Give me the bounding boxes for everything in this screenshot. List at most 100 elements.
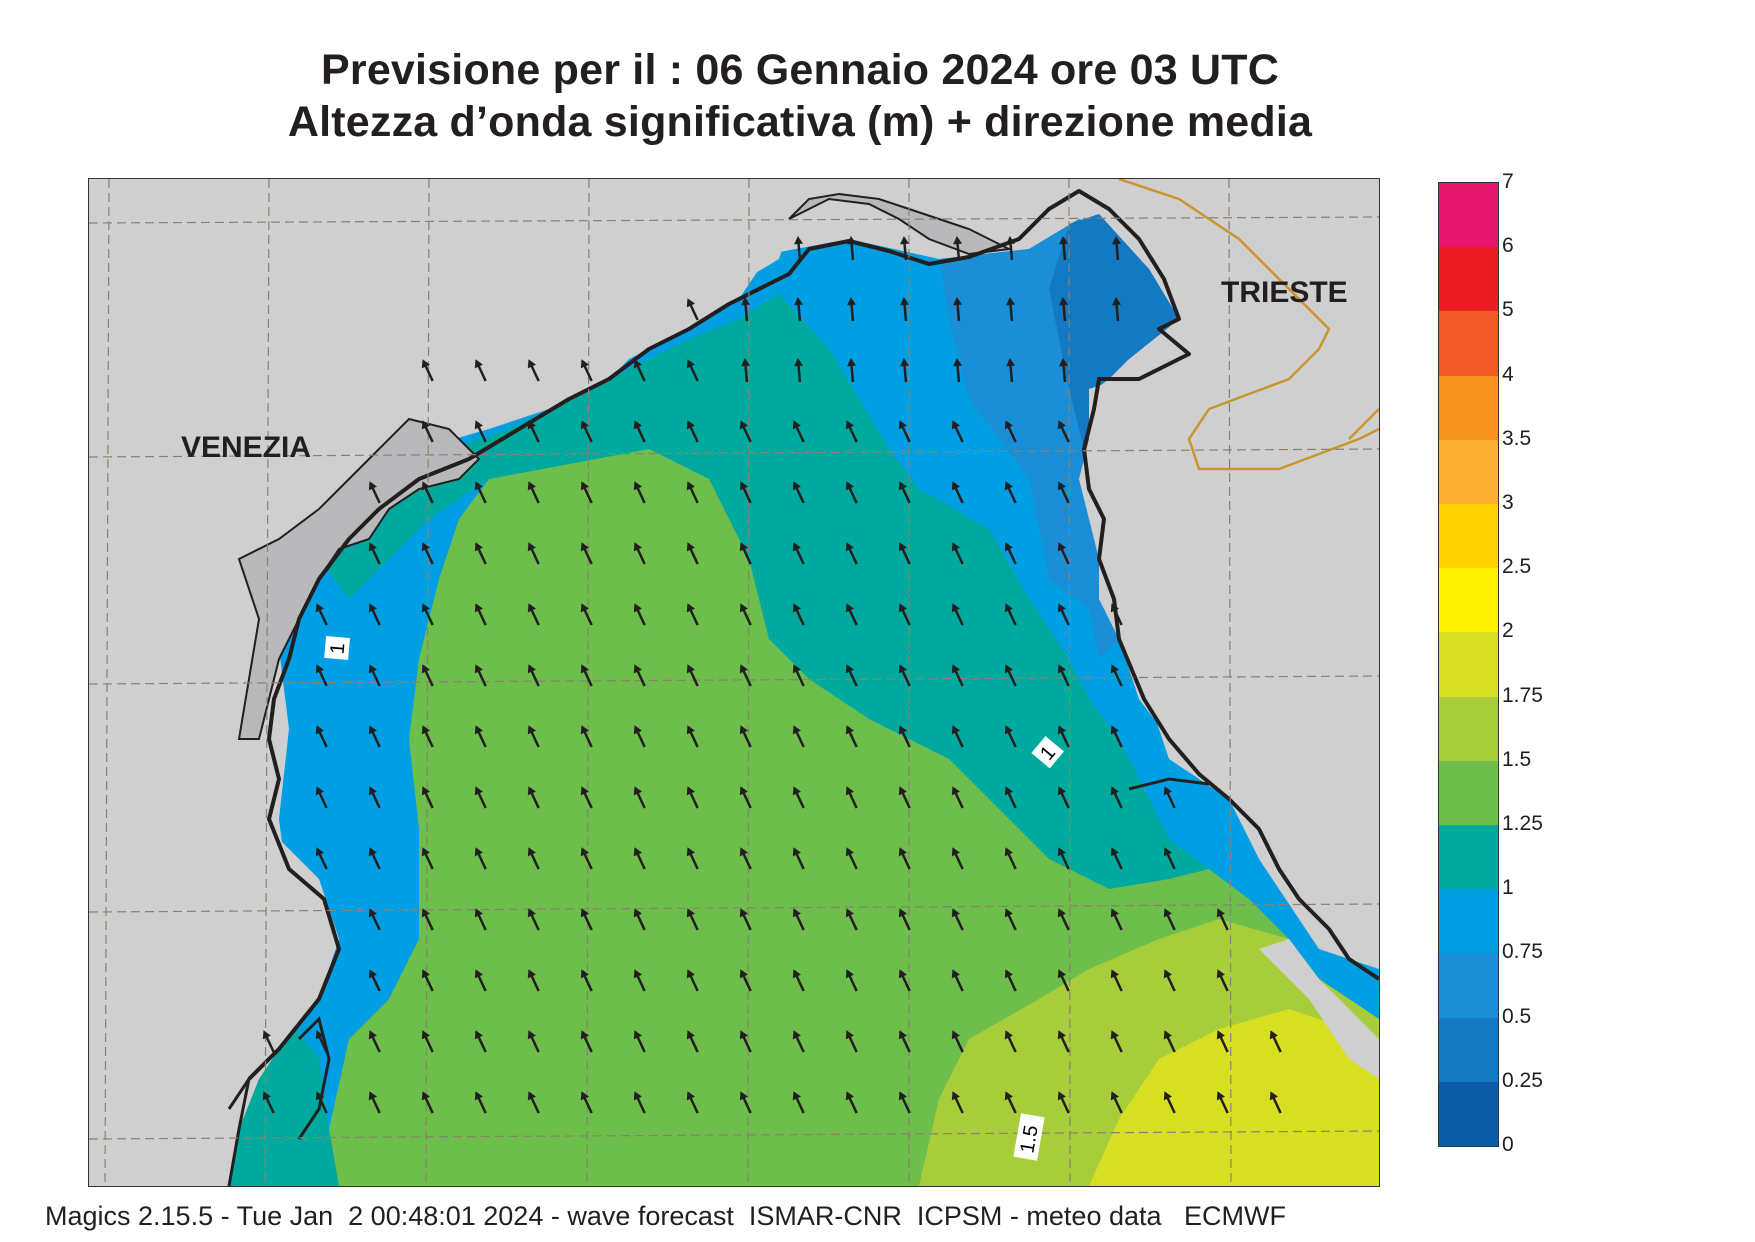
wave-direction-arrow <box>951 1030 964 1053</box>
coastline-east-spur <box>1128 777 1210 791</box>
wave-direction-arrow <box>1216 1091 1229 1114</box>
wave-direction-arrow <box>527 969 540 992</box>
wave-direction-arrow <box>898 1091 911 1114</box>
wave-direction-arrow <box>792 1030 805 1053</box>
wave-direction-arrow <box>421 481 434 504</box>
wave-direction-arrow <box>1004 1030 1017 1053</box>
wave-direction-arrow <box>474 908 487 931</box>
wave-direction-arrow <box>633 664 646 687</box>
contour-label-1-east: 1 <box>1031 736 1064 769</box>
wave-direction-arrow <box>633 847 646 870</box>
wave-direction-arrow <box>898 847 911 870</box>
footer-credits: Magics 2.15.5 - Tue Jan 2 00:48:01 2024 … <box>45 1201 1286 1231</box>
wave-direction-arrow <box>951 664 964 687</box>
wave-direction-arrow <box>580 359 593 382</box>
wave-direction-arrow <box>580 420 593 443</box>
legend-tick-label: 3.5 <box>1502 426 1532 450</box>
wave-direction-arrow <box>847 358 857 383</box>
wave-direction-arrow <box>421 786 434 809</box>
legend-tick-label: 5 <box>1502 298 1514 322</box>
wave-direction-arrow <box>580 664 593 687</box>
wave-direction-arrow <box>580 786 593 809</box>
wave-direction-arrow <box>898 481 911 504</box>
wave-direction-arrow <box>951 908 964 931</box>
wave-direction-arrow <box>686 359 699 382</box>
wave-direction-arrow <box>633 1030 646 1053</box>
wave-direction-arrow <box>421 725 434 748</box>
wave-direction-arrow <box>580 847 593 870</box>
wave-direction-arrow <box>527 1030 540 1053</box>
wave-direction-arrow <box>580 603 593 626</box>
wave-direction-arrow <box>1163 908 1176 931</box>
wave-direction-arrow <box>951 969 964 992</box>
wave-direction-arrow <box>792 481 805 504</box>
wave-direction-arrow <box>741 358 751 383</box>
wave-direction-arrow <box>686 603 699 626</box>
wave-direction-arrow <box>1057 847 1070 870</box>
legend-tick-label: 3 <box>1502 491 1514 514</box>
wave-direction-arrow <box>739 1091 752 1114</box>
wave-direction-arrow <box>580 969 593 992</box>
wave-direction-arrow <box>527 359 540 382</box>
wave-direction-arrow <box>951 603 964 626</box>
wave-direction-arrow <box>792 542 805 565</box>
wave-direction-arrow <box>315 725 328 748</box>
legend-tick-label: 0 <box>1502 1133 1514 1156</box>
wave-direction-arrow <box>794 236 804 261</box>
wave-direction-arrow <box>1059 358 1069 383</box>
wave-direction-arrow <box>1216 969 1229 992</box>
wave-direction-arrow <box>633 786 646 809</box>
wave-direction-arrow <box>633 969 646 992</box>
wave-direction-arrow <box>1163 1091 1176 1114</box>
wave-direction-arrow <box>1057 664 1070 687</box>
legend-tick-label: 0.5 <box>1502 1004 1532 1028</box>
wave-direction-arrow <box>792 1091 805 1114</box>
wave-direction-arrow <box>686 1030 699 1053</box>
coastline <box>247 189 1379 1081</box>
wave-direction-arrow <box>1269 1091 1282 1114</box>
sea-band-0.25-0.5 <box>1049 214 1179 509</box>
wave-direction-arrow <box>368 481 381 504</box>
legend-band <box>1439 825 1498 890</box>
lat-lon-grid <box>89 179 1379 1186</box>
wave-direction-arrow <box>262 1030 275 1053</box>
wave-direction-arrow <box>1163 1030 1176 1053</box>
wave-direction-arrow <box>527 603 540 626</box>
wave-direction-arrow <box>845 481 858 504</box>
wave-direction-arrow <box>739 542 752 565</box>
national-border <box>1118 179 1379 471</box>
wave-direction-arrow <box>527 786 540 809</box>
wave-direction-arrow <box>845 847 858 870</box>
wave-direction-arrow <box>315 603 328 626</box>
wave-direction-arrow <box>898 420 911 443</box>
wave-direction-arrow <box>368 786 381 809</box>
wave-direction-arrow <box>1004 664 1017 687</box>
wave-direction-arrow <box>315 1091 328 1114</box>
wave-direction-arrow <box>1112 236 1122 261</box>
wave-direction-arrow <box>1004 969 1017 992</box>
wave-direction-arrow <box>633 908 646 931</box>
wave-direction-arrow <box>792 969 805 992</box>
wave-direction-arrow <box>845 542 858 565</box>
wave-direction-arrow <box>845 603 858 626</box>
wave-direction-arrow <box>315 664 328 687</box>
wave-direction-arrow <box>739 969 752 992</box>
land-east-coast <box>1079 329 1379 939</box>
wave-direction-arrow <box>633 481 646 504</box>
wave-direction-arrow <box>474 481 487 504</box>
legend-tick-label: 1.5 <box>1502 747 1532 771</box>
wave-direction-arrow <box>1004 420 1017 443</box>
city-label-trieste: TRIESTE <box>1221 276 1348 309</box>
wave-direction-arrow <box>1057 420 1070 443</box>
wave-direction-arrow <box>1110 1091 1123 1114</box>
wave-direction-arrow <box>1004 542 1017 565</box>
wave-direction-arrow <box>898 664 911 687</box>
legend-band <box>1439 247 1498 312</box>
wave-direction-arrow <box>1110 847 1123 870</box>
wave-height-map: VENEZIA TRIESTE 1 1 1.5 <box>88 178 1380 1187</box>
wave-direction-arrow <box>686 786 699 809</box>
legend-band <box>1439 1081 1498 1147</box>
wave-direction-arrow <box>951 481 964 504</box>
wave-direction-arrow <box>686 298 699 321</box>
wave-direction-arrow <box>951 542 964 565</box>
